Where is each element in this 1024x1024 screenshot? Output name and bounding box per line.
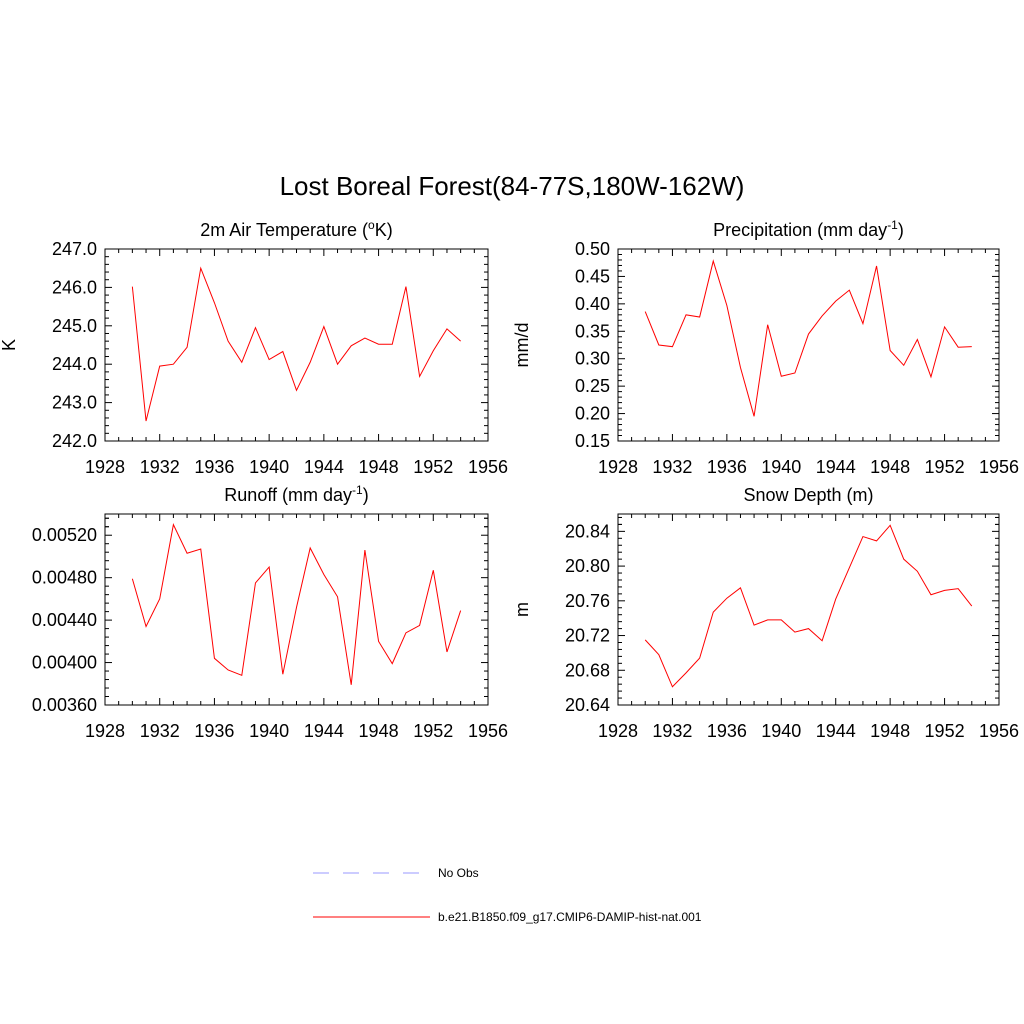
panel-title: Snow Depth (m) [743, 485, 873, 505]
y-tick-label: 0.35 [575, 321, 610, 341]
x-tick-label: 1956 [979, 721, 1019, 741]
x-tick-label: 1936 [194, 721, 234, 741]
y-axis-label: K [0, 339, 19, 351]
x-tick-label: 1940 [249, 721, 289, 741]
y-tick-label: 0.00520 [32, 525, 97, 545]
series-line-0 [131, 523, 462, 685]
panel-title: Precipitation (mm day-1) [713, 218, 904, 240]
y-tick-label: 245.0 [52, 316, 97, 336]
legend-label-model: b.e21.B1850.f09_g17.CMIP6-DAMIP-hist-nat… [438, 910, 702, 924]
x-tick-label: 1948 [870, 457, 910, 477]
y-tick-label: 0.00400 [32, 653, 97, 673]
y-tick-label: 20.80 [565, 556, 610, 576]
y-tick-label: 20.76 [565, 591, 610, 611]
y-tick-label: 0.45 [575, 266, 610, 286]
chart-panel-3: Snow Depth (m) m 1928 1932 1936 1940 1944 1948 1… [512, 485, 1019, 741]
y-tick-label: 242.0 [52, 431, 97, 451]
x-tick-label: 1936 [194, 457, 234, 477]
y-tick-label: 246.0 [52, 277, 97, 297]
y-tick-label: 0.40 [575, 294, 610, 314]
x-tick-label: 1956 [979, 457, 1019, 477]
plot-frame [104, 248, 489, 442]
chart-panel-2: Runoff (mm day-1) 1928 1932 1936 1940 1944 194… [32, 483, 508, 741]
x-tick-label: 1932 [652, 721, 692, 741]
legend-label-no-obs: No Obs [438, 866, 479, 880]
y-tick-label: 0.00360 [32, 695, 97, 715]
y-tick-label: 247.0 [52, 239, 97, 259]
chart-panel-0: 2m Air Temperature (oK) K 1928 1932 1936 1940… [0, 218, 508, 477]
x-tick-label: 1928 [85, 721, 125, 741]
series-line-0 [131, 266, 461, 422]
y-tick-label: 0.50 [575, 239, 610, 259]
x-tick-label: 1952 [925, 721, 965, 741]
panel-title: 2m Air Temperature (oK) [200, 218, 392, 240]
x-tick-label: 1940 [761, 457, 801, 477]
x-tick-label: 1944 [816, 457, 856, 477]
y-axis-label: mm/d [512, 323, 532, 368]
x-tick-label: 1932 [140, 457, 180, 477]
y-tick-label: 20.72 [565, 626, 610, 646]
x-tick-label: 1952 [413, 457, 453, 477]
y-tick-label: 0.15 [575, 431, 610, 451]
x-tick-label: 1952 [413, 721, 453, 741]
x-tick-label: 1948 [359, 721, 399, 741]
y-tick-label: 0.00480 [32, 568, 97, 588]
x-tick-label: 1948 [359, 457, 399, 477]
y-tick-label: 20.68 [565, 660, 610, 680]
x-tick-label: 1948 [870, 721, 910, 741]
figure-title: Lost Boreal Forest(84-77S,180W-162W) [280, 171, 745, 201]
series-line-0 [644, 524, 973, 688]
y-axis-label: m [512, 602, 532, 617]
x-tick-label: 1936 [707, 721, 747, 741]
y-tick-label: 0.20 [575, 404, 610, 424]
x-tick-label: 1952 [925, 457, 965, 477]
x-tick-label: 1932 [140, 721, 180, 741]
panel-title: Runoff (mm day-1) [224, 483, 368, 505]
y-tick-label: 0.25 [575, 376, 610, 396]
x-tick-label: 1944 [304, 457, 344, 477]
x-tick-label: 1932 [652, 457, 692, 477]
x-tick-label: 1928 [598, 457, 638, 477]
y-tick-label: 20.84 [565, 521, 610, 541]
x-tick-label: 1944 [304, 721, 344, 741]
x-tick-label: 1936 [707, 457, 747, 477]
legend: No Obs b.e21.B1850.f09_g17.CMIP6-DAMIP-h… [313, 866, 702, 924]
x-tick-label: 1928 [85, 457, 125, 477]
series-line-0 [644, 259, 972, 417]
plot-frame [617, 248, 1000, 442]
y-tick-label: 244.0 [52, 354, 97, 374]
chart-panel-1: Precipitation (mm day-1) mm/d 1928 1932 1936… [512, 218, 1019, 477]
x-tick-label: 1928 [598, 721, 638, 741]
y-tick-label: 20.64 [565, 695, 610, 715]
chart-panels: 2m Air Temperature (oK) K 1928 1932 1936 1940… [0, 218, 1019, 741]
plot-frame [617, 513, 1000, 706]
x-tick-label: 1940 [249, 457, 289, 477]
x-tick-label: 1956 [468, 721, 508, 741]
x-tick-label: 1956 [468, 457, 508, 477]
y-tick-label: 243.0 [52, 393, 97, 413]
x-tick-label: 1944 [816, 721, 856, 741]
y-tick-label: 0.30 [575, 349, 610, 369]
y-tick-label: 0.00440 [32, 610, 97, 630]
x-tick-label: 1940 [761, 721, 801, 741]
